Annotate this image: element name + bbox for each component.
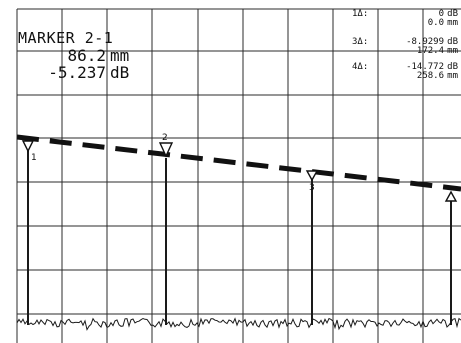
delta-1-unit: dB [447, 9, 458, 19]
marker-1-triangle-icon [21, 140, 35, 153]
noise-floor-trace [16, 317, 461, 331]
delta-4-position-unit: mm [447, 71, 458, 81]
marker-level-unit: dB [110, 63, 130, 82]
marker-1-label: 1 [31, 153, 37, 163]
delta-marker-table: 1Δ: 0 dB 0.0 mm 3Δ: -8.9299 dB 172.4 mm … [352, 10, 460, 81]
marker-3-label: 3 [309, 183, 315, 193]
graticule-grid [16, 8, 461, 343]
marker-readout: MARKER 2-1 86.2 mm -5.237 dB [18, 29, 148, 82]
delta-1-label: 1Δ: [352, 9, 369, 19]
delta-4-unit: dB [447, 62, 458, 72]
marker-4-peak: 4 [444, 190, 458, 325]
marker-2-label: 2 [162, 133, 168, 143]
marker-position-value: 86.2 [67, 46, 106, 65]
delta-4-value: -14.772 [406, 62, 444, 72]
delta-1-position: 0.0 [427, 18, 444, 28]
delta-3-value: -8.9299 [406, 37, 444, 47]
marker-readout-title: MARKER 2-1 [18, 29, 114, 47]
delta-1-position-unit: mm [447, 18, 458, 28]
delta-4-position: 258.6 [416, 71, 444, 81]
marker-level-value: -5.237 [48, 63, 106, 82]
delta-3-position: 172.4 [416, 46, 444, 56]
delta-3-unit: dB [447, 37, 458, 47]
marker-2-peak: 2 [158, 133, 174, 325]
marker-position-unit: mm [110, 46, 130, 65]
delta-4-label: 4Δ: [352, 62, 369, 72]
delta-1-value: 0 [438, 9, 444, 19]
marker-1-peak: 1 [21, 140, 37, 325]
marker-4-triangle-icon [444, 190, 458, 202]
delta-3-position-unit: mm [447, 46, 458, 56]
marker-2-triangle-icon [158, 142, 174, 158]
marker-3-peak: 3 [305, 170, 319, 325]
attenuation-slope-line [16, 134, 461, 192]
delta-3-label: 3Δ: [352, 37, 369, 47]
marker-3-triangle-icon [305, 170, 319, 182]
